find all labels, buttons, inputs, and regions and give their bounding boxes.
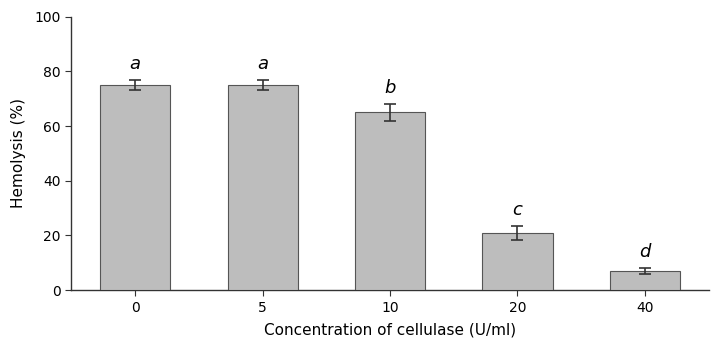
Bar — [228, 85, 297, 290]
Y-axis label: Hemolysis (%): Hemolysis (%) — [11, 98, 26, 208]
Bar — [100, 85, 171, 290]
Text: b: b — [384, 79, 396, 97]
X-axis label: Concentration of cellulase (U/ml): Concentration of cellulase (U/ml) — [264, 323, 516, 338]
Bar — [610, 271, 680, 290]
Bar — [482, 233, 552, 290]
Text: c: c — [513, 201, 523, 219]
Text: a: a — [257, 55, 268, 73]
Text: a: a — [130, 55, 140, 73]
Text: d: d — [639, 243, 651, 261]
Bar — [355, 112, 425, 290]
